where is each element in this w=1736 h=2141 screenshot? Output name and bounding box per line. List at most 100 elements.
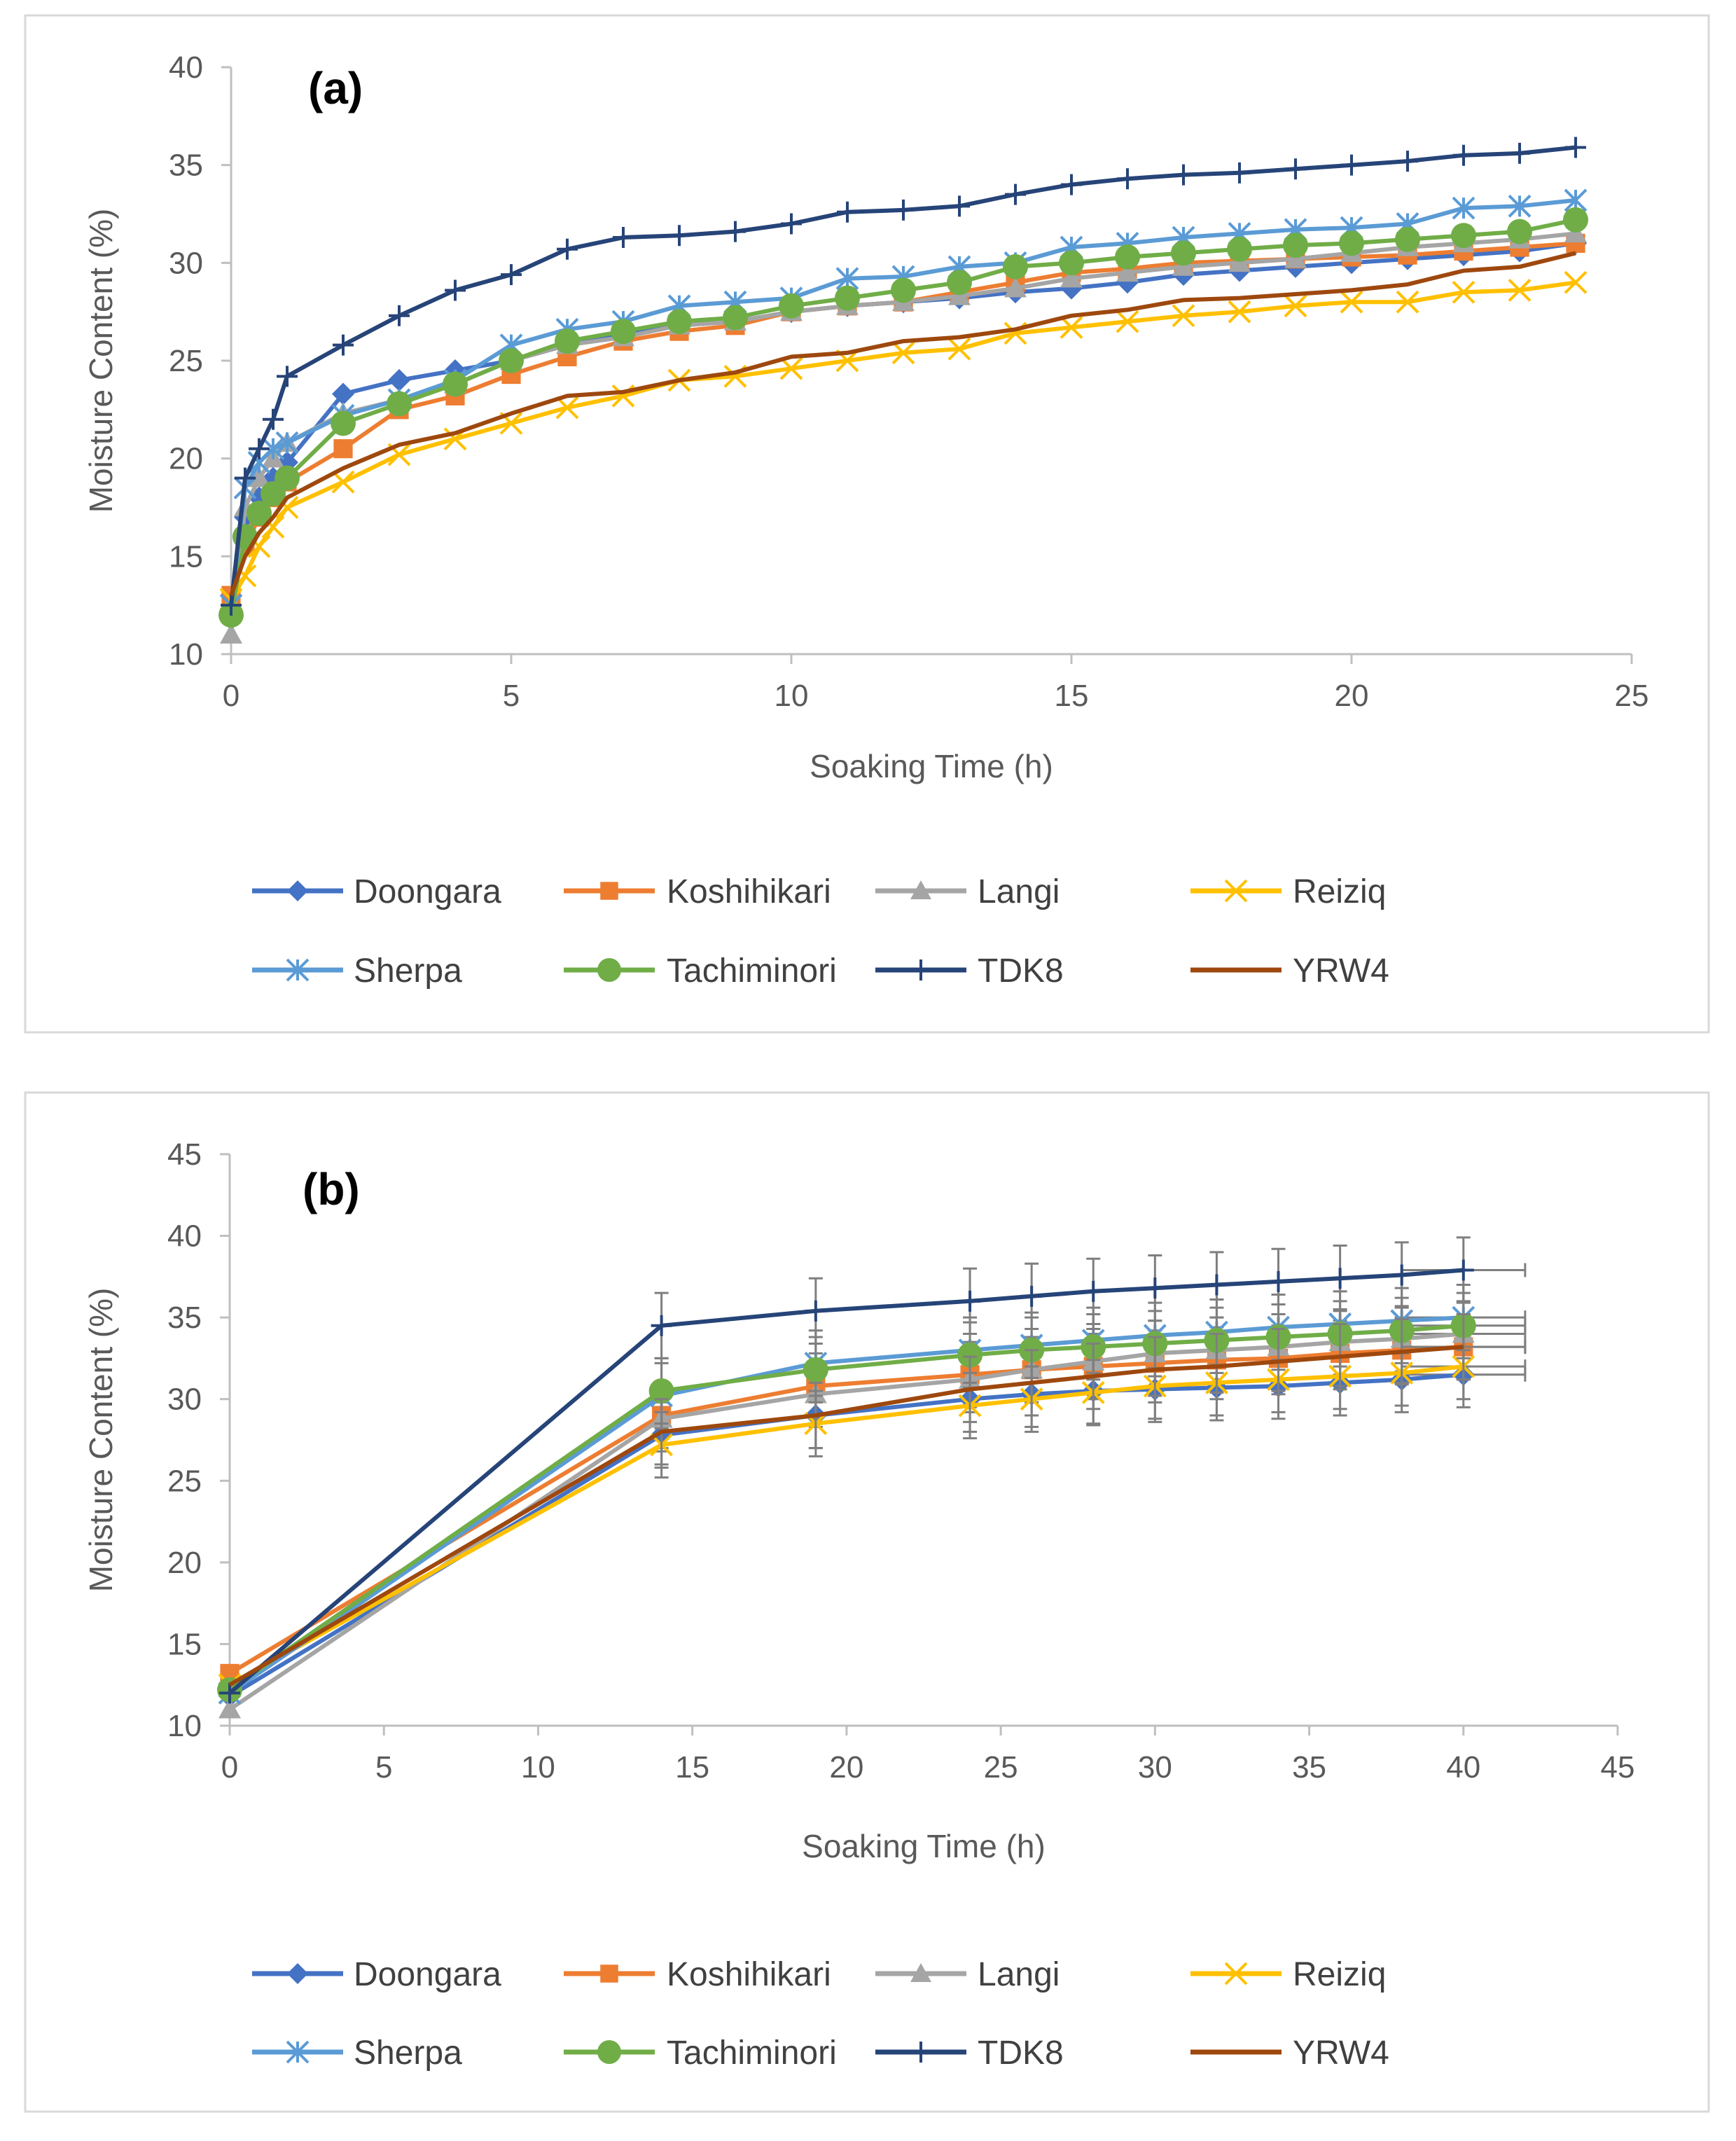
data-point bbox=[837, 201, 858, 223]
panel-b-x-tick-label: 0 bbox=[221, 1750, 238, 1785]
series-line bbox=[229, 145, 1576, 606]
data-point bbox=[1564, 270, 1588, 294]
panel-b-y-tick-label: 45 bbox=[167, 1137, 202, 1172]
data-point bbox=[669, 225, 690, 247]
legend-item-tachiminori: Tachiminori bbox=[564, 2035, 837, 2072]
data-point bbox=[1059, 250, 1084, 276]
data-point bbox=[387, 391, 412, 417]
data-point bbox=[1144, 1277, 1166, 1299]
panel-a-x-tick-label: 5 bbox=[503, 679, 520, 713]
data-point bbox=[1083, 1280, 1104, 1302]
data-point bbox=[389, 305, 410, 326]
data-point bbox=[1339, 230, 1364, 256]
data-point bbox=[725, 221, 746, 242]
panel-b-x-tick-label: 15 bbox=[675, 1750, 709, 1785]
panel-b-label: (b) bbox=[303, 1164, 360, 1214]
data-point bbox=[667, 309, 692, 335]
data-point bbox=[1021, 1285, 1043, 1307]
legend-item-reiziq: Reiziq bbox=[1190, 1956, 1386, 1993]
data-point bbox=[1117, 168, 1138, 190]
data-point bbox=[651, 1315, 672, 1336]
legend-label: Koshihikari bbox=[667, 1956, 831, 1993]
data-point bbox=[249, 438, 270, 459]
legend-label: YRW4 bbox=[1293, 2035, 1389, 2072]
data-point bbox=[246, 500, 272, 526]
panel-a-y-tick-label: 10 bbox=[169, 637, 203, 672]
legend-marker bbox=[910, 880, 931, 899]
data-point bbox=[1563, 207, 1588, 233]
panel-a: 10 15 20 25 30 35 40 0 5 10 15 20 25 Soaking Time (h)… bbox=[24, 14, 1710, 1034]
panel-b-y-tick-label: 15 bbox=[167, 1627, 202, 1661]
panel-a-y-tick-label: 30 bbox=[169, 246, 203, 280]
data-point bbox=[891, 277, 916, 303]
series-line bbox=[228, 1315, 1464, 1695]
data-point bbox=[443, 371, 468, 397]
data-point bbox=[1396, 290, 1419, 314]
data-point bbox=[1206, 1274, 1228, 1296]
data-point bbox=[893, 199, 914, 221]
legend-label: TDK8 bbox=[978, 952, 1064, 990]
legend-item-langi: Langi bbox=[875, 1956, 1060, 1993]
legend-item-doongara: Doongara bbox=[252, 873, 501, 910]
data-point bbox=[957, 1342, 983, 1368]
data-point bbox=[1341, 154, 1362, 176]
data-point bbox=[248, 466, 270, 487]
legend-item-sherpa: Sherpa bbox=[252, 952, 462, 990]
data-point bbox=[1005, 183, 1026, 205]
data-point bbox=[1060, 267, 1083, 288]
data-point bbox=[1508, 194, 1532, 218]
data-point bbox=[1453, 144, 1474, 166]
panel-b-x-tick-label: 10 bbox=[521, 1750, 555, 1785]
panel-a-label: (a) bbox=[308, 63, 363, 113]
legend-label: Langi bbox=[978, 873, 1060, 910]
data-point bbox=[1452, 196, 1475, 220]
data-point bbox=[445, 279, 466, 301]
data-point bbox=[218, 1698, 241, 1719]
data-point bbox=[1173, 164, 1194, 186]
series-line bbox=[229, 280, 1576, 601]
panel-a-x-tick-label: 10 bbox=[775, 679, 809, 713]
data-point bbox=[220, 623, 242, 644]
panel-a-y-tick-label: 40 bbox=[169, 50, 203, 85]
data-point bbox=[1329, 1268, 1351, 1289]
legend-marker bbox=[910, 1963, 931, 1982]
data-point bbox=[779, 293, 804, 319]
data-point bbox=[555, 396, 579, 420]
panel-b-x-tick-label: 35 bbox=[1292, 1750, 1326, 1785]
legend-marker bbox=[910, 959, 931, 981]
data-point bbox=[1227, 236, 1252, 262]
data-point bbox=[1340, 290, 1363, 314]
panel-a-y-tick-label: 20 bbox=[169, 442, 203, 476]
data-point bbox=[333, 439, 353, 459]
legend-marker bbox=[1224, 1962, 1248, 1986]
legend-item-reiziq: Reiziq bbox=[1190, 873, 1386, 910]
data-point bbox=[1509, 142, 1530, 164]
data-point bbox=[947, 270, 972, 296]
series-line bbox=[228, 1331, 1464, 1712]
legend-marker bbox=[287, 880, 308, 901]
data-point bbox=[275, 431, 299, 455]
panel-b-x-tick-label: 40 bbox=[1446, 1750, 1480, 1785]
panel-a-y-axis-title: Moisture Content (%) bbox=[83, 209, 119, 513]
legend-label: Doongara bbox=[354, 1956, 501, 1993]
panel-a-x-tick-label: 15 bbox=[1055, 679, 1089, 713]
data-point bbox=[891, 341, 915, 365]
legend-marker bbox=[286, 2040, 310, 2064]
series-line bbox=[228, 1345, 1464, 1675]
data-point bbox=[275, 465, 300, 491]
legend-label: Tachiminori bbox=[667, 952, 837, 990]
data-point bbox=[1229, 162, 1250, 183]
legend-label: Doongara bbox=[354, 873, 501, 910]
data-point bbox=[388, 368, 410, 392]
data-point bbox=[1285, 158, 1306, 180]
legend-item-koshihikari: Koshihikari bbox=[564, 873, 831, 910]
panel-a-series-tdk8 bbox=[221, 137, 1586, 616]
series-line bbox=[229, 217, 1576, 616]
legend-marker bbox=[286, 958, 310, 982]
data-point bbox=[779, 356, 803, 380]
legend-marker bbox=[597, 958, 621, 982]
panel-b-x-tick-label: 5 bbox=[375, 1750, 392, 1785]
data-point bbox=[332, 382, 354, 406]
series-line bbox=[228, 1364, 1464, 1687]
legend-label: YRW4 bbox=[1293, 952, 1389, 990]
